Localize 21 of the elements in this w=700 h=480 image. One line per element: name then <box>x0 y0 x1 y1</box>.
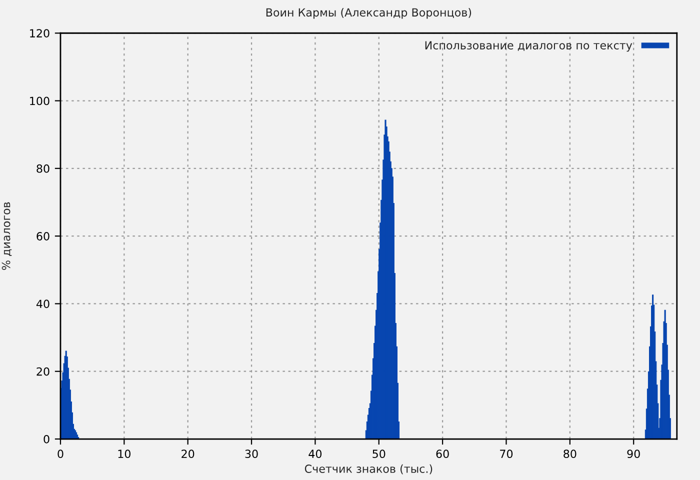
y-axis-title: % диалогов <box>2 202 12 270</box>
chart-title: Воин Кармы (Александр Воронцов) <box>266 8 472 19</box>
x-tick-label: 20 <box>182 450 194 458</box>
x-tick-label: 10 <box>118 450 130 458</box>
y-tick-label: 60 <box>36 232 50 240</box>
y-tick-label: 20 <box>36 367 50 376</box>
y-tick-label: 100 <box>30 96 50 106</box>
x-tick-label: 50 <box>372 450 386 458</box>
y-tick-label: 0 <box>44 434 50 444</box>
x-tick-label: 30 <box>245 450 258 458</box>
x-tick-label: 0 <box>58 450 64 458</box>
y-tick-label: 120 <box>30 29 50 38</box>
legend-label: Использование диалогов по тексту <box>425 41 632 52</box>
x-tick-label: 70 <box>500 450 513 458</box>
x-tick-label: 60 <box>436 450 449 458</box>
x-tick-label: 90 <box>627 450 640 458</box>
x-tick-label: 40 <box>308 450 322 458</box>
x-tick-label: 80 <box>564 450 576 458</box>
y-tick-label: 40 <box>36 300 50 308</box>
y-tick-label: 80 <box>36 164 50 173</box>
x-axis-title: Счетчик знаков (тыс.) <box>304 464 432 474</box>
